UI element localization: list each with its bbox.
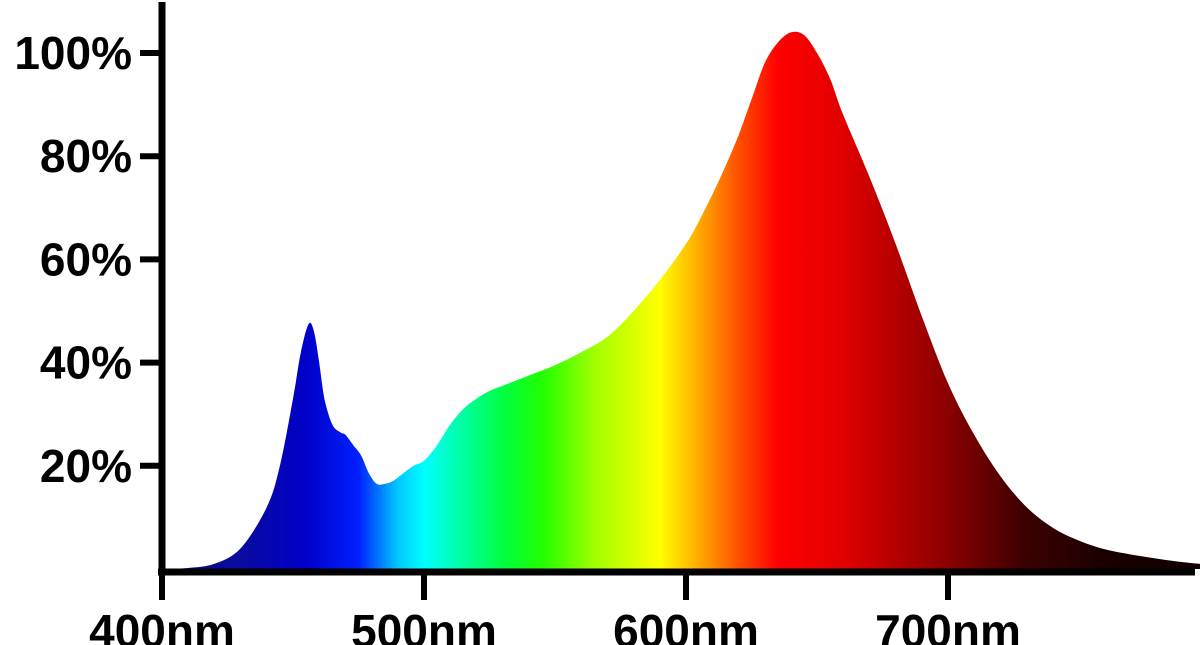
y-tick-label: 80% — [40, 130, 132, 182]
spectrum-area — [162, 31, 1200, 569]
y-tick-label: 100% — [14, 27, 132, 79]
x-tick-label: 600nm — [613, 605, 759, 645]
y-tick-label: 60% — [40, 233, 132, 285]
series-layer — [162, 31, 1200, 569]
y-tick-label: 40% — [40, 337, 132, 389]
x-tick-label: 700nm — [875, 605, 1021, 645]
axes-layer — [158, 2, 1195, 576]
ticks-layer: 20% 40% 60% 80% 100% 400nm 500nm 600nm 700nm — [14, 27, 1021, 645]
x-tick-label: 500nm — [351, 605, 497, 645]
y-tick-label: 20% — [40, 440, 132, 492]
x-tick-label: 400nm — [89, 605, 235, 645]
